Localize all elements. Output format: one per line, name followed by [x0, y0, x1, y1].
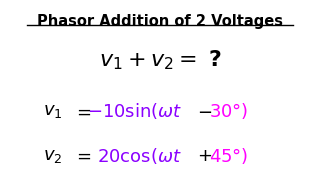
- Text: $\mathbf{\mathit{v}}_2$: $\mathbf{\mathit{v}}_2$: [43, 147, 62, 165]
- Text: $-10\mathrm{sin}(\omega t$: $-10\mathrm{sin}(\omega t$: [87, 101, 182, 121]
- Text: $20\mathrm{cos}(\omega t$: $20\mathrm{cos}(\omega t$: [97, 146, 181, 166]
- Text: $+$: $+$: [197, 147, 212, 165]
- Text: $\mathbf{\mathit{v}}_1$: $\mathbf{\mathit{v}}_1$: [43, 102, 62, 120]
- Text: $30°)$: $30°)$: [209, 101, 249, 121]
- Text: $\mathbf{\mathit{v}}_1 + \mathbf{\mathit{v}}_2 =\ \mathbf{?}$: $\mathbf{\mathit{v}}_1 + \mathbf{\mathit…: [99, 48, 221, 72]
- Text: $-$: $-$: [197, 102, 212, 120]
- Text: $=$: $=$: [73, 147, 92, 165]
- Text: $45°)$: $45°)$: [209, 146, 249, 166]
- Text: Phasor Addition of 2 Voltages: Phasor Addition of 2 Voltages: [37, 14, 283, 29]
- Text: $=$: $=$: [73, 102, 92, 120]
